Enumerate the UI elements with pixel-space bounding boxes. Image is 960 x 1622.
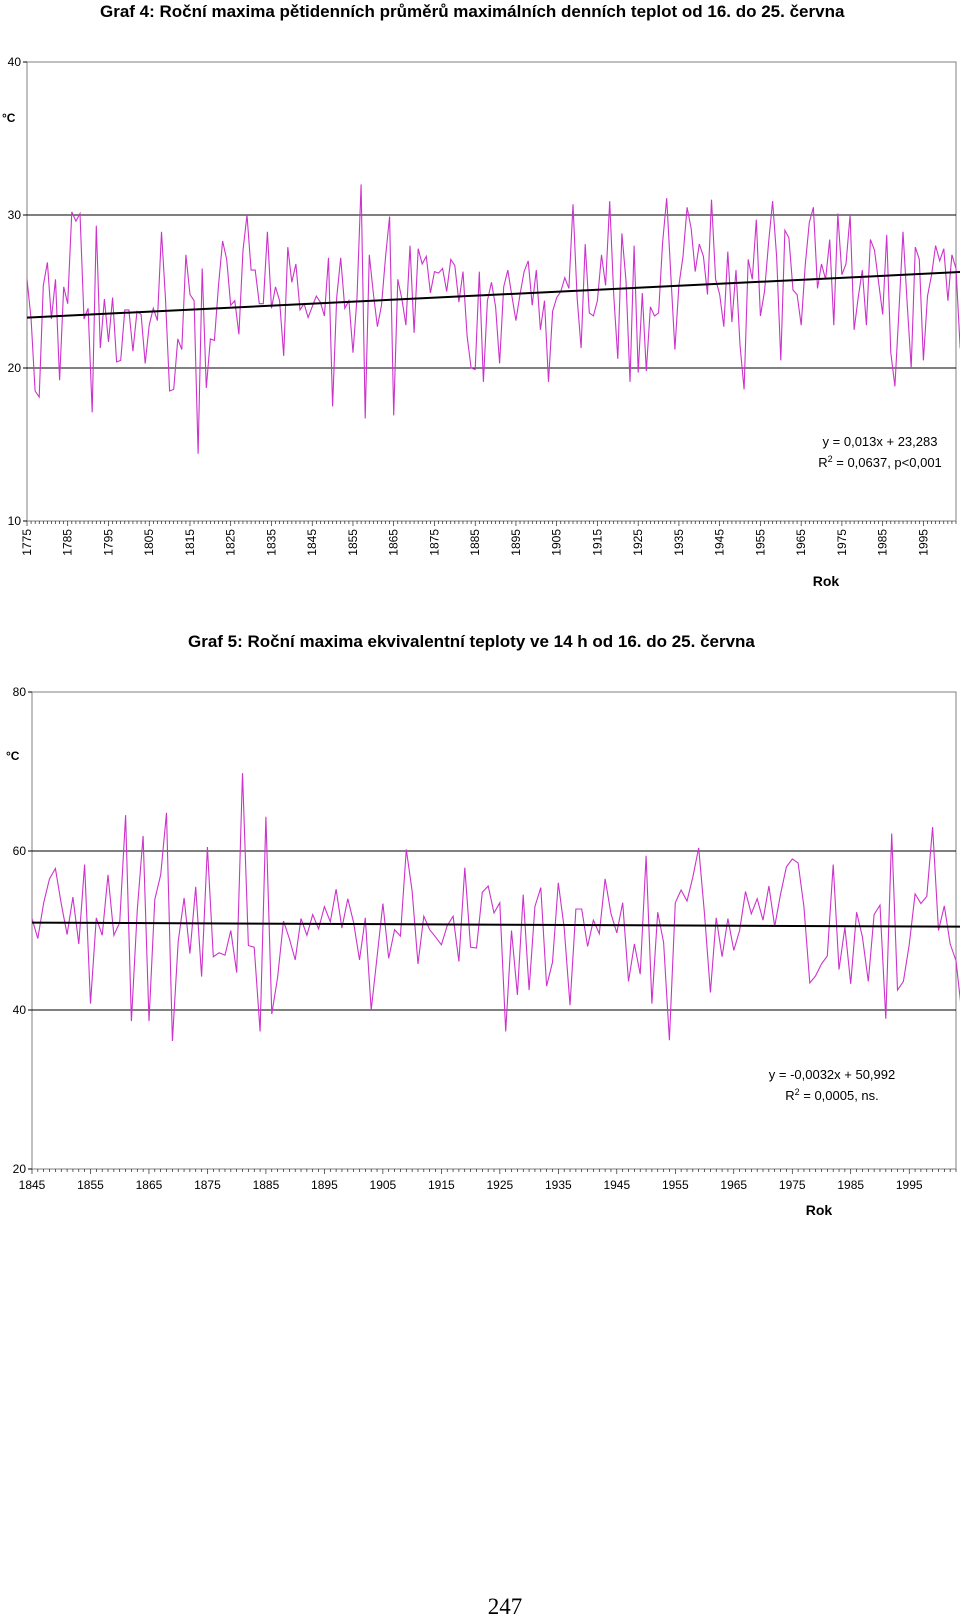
chart-1-x-tick-label: 1855	[346, 529, 360, 556]
chart-2-x-tick-label: 1885	[253, 1178, 280, 1192]
chart-2-x-tick-label: 1985	[837, 1178, 864, 1192]
chart-1-x-tick-label: 1995	[916, 529, 930, 556]
chart-1-x-tick-label: 1965	[794, 529, 808, 556]
chart-2-x-tick-label: 1905	[370, 1178, 397, 1192]
chart-1-x-tick-label: 1975	[835, 529, 849, 556]
chart-2-y-tick-label: 60	[13, 844, 27, 858]
chart-1-x-tick-label: 1935	[672, 529, 686, 556]
chart-1-x-tick-label: 1815	[183, 529, 197, 556]
chart-2-x-axis-label: Rok	[806, 1202, 833, 1218]
chart-1-y-tick-label: 40	[8, 55, 22, 69]
chart-1-x-tick-label: 1865	[387, 529, 401, 556]
chart-2-x-tick-label: 1875	[194, 1178, 221, 1192]
chart-2-x-tick-label: 1955	[662, 1178, 689, 1192]
chart-2-y-tick-label: 80	[13, 685, 27, 699]
chart-2-x-tick-label: 1855	[77, 1178, 104, 1192]
chart-1-x-tick-label: 1925	[631, 529, 645, 556]
chart-1-y-tick-label: 10	[8, 514, 22, 528]
chart-2-x-tick-label: 1995	[896, 1178, 923, 1192]
chart-1-x-tick-label: 1875	[427, 529, 441, 556]
chart-1-r-squared: R2 = 0,0637, p<0,001	[818, 454, 942, 470]
chart-1-trend-equation: y = 0,013x + 23,283	[823, 434, 938, 449]
chart-1-x-tick-label: 1885	[468, 529, 482, 556]
chart-1-y-tick-label: 20	[8, 361, 22, 375]
chart-1-x-tick-label: 1905	[550, 529, 564, 556]
chart-2-data-series-line	[31, 773, 960, 1042]
chart-1-data-series-line	[26, 184, 960, 454]
page-number: 247	[487, 1594, 523, 1619]
chart-2-y-tick-label: 40	[13, 1003, 27, 1017]
chart-1-x-tick-label: 1955	[753, 529, 767, 556]
chart-1-x-tick-label: 1795	[101, 529, 115, 556]
chart-1-y-tick-label: 30	[8, 208, 22, 222]
chart-2-title: Graf 5: Roční maxima ekvivalentní teplot…	[188, 632, 755, 651]
chart-1-x-tick-label: 1825	[224, 529, 238, 556]
chart-1-y-axis-label: °C	[2, 111, 16, 125]
chart-2-x-tick-label: 1965	[720, 1178, 747, 1192]
chart-1-x-tick-label: 1895	[509, 529, 523, 556]
chart-2-x-tick-label: 1895	[311, 1178, 338, 1192]
chart-2: 20 40 60 80 1845 1855 1865 1875 1885 1895 1905 1915…	[6, 685, 960, 1218]
chart-2-x-tick-label: 1925	[486, 1178, 513, 1192]
chart-2-y-tick-label: 20	[13, 1162, 27, 1176]
chart-1-x-tick-label: 1785	[61, 529, 75, 556]
chart-1-x-tick-label: 1945	[713, 529, 727, 556]
chart-2-x-tick-label: 1935	[545, 1178, 572, 1192]
chart-1-x-tick-label: 1835	[264, 529, 278, 556]
chart-2-x-tick-label: 1845	[19, 1178, 46, 1192]
chart-1-x-axis-label: Rok	[813, 573, 840, 589]
chart-1-x-tick-label: 1805	[142, 529, 156, 556]
chart-2-r-squared: R2 = 0,0005, ns.	[785, 1087, 879, 1103]
chart-2-y-axis-label: °C	[6, 749, 20, 763]
chart-1-x-tick-label: 1775	[20, 529, 34, 556]
chart-1-title: Graf 4: Roční maxima pětidenních průměrů…	[100, 2, 845, 21]
chart-2-x-tick-label: 1865	[136, 1178, 163, 1192]
chart-1-x-tick-label: 1985	[876, 529, 890, 556]
chart-2-x-tick-label: 1945	[603, 1178, 630, 1192]
chart-1: 10 20 30 40 1775 1785 1795 1805 1815 1825 1835 1845…	[2, 55, 960, 589]
chart-1-trend-line	[26, 271, 960, 319]
chart-1-x-tick-label: 1915	[590, 529, 604, 556]
chart-2-x-tick-label: 1915	[428, 1178, 455, 1192]
chart-2-x-tick-label: 1975	[779, 1178, 806, 1192]
chart-2-trend-line	[31, 921, 960, 928]
chart-1-x-tick-label: 1845	[305, 529, 319, 556]
chart-2-trend-equation: y = -0,0032x + 50,992	[769, 1067, 895, 1082]
